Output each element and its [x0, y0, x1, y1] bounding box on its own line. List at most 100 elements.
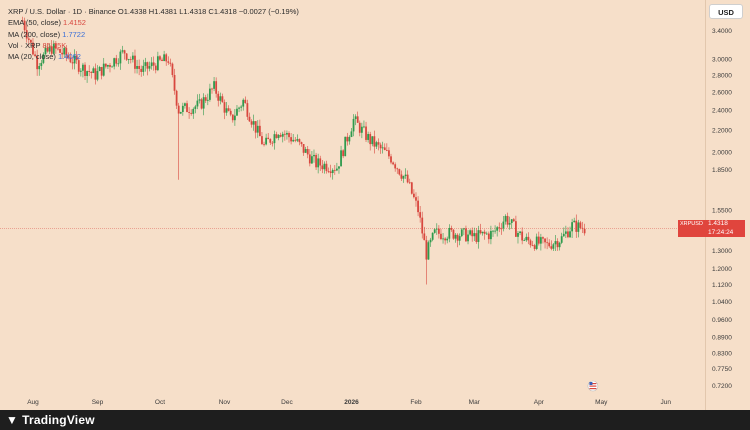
candle	[136, 59, 138, 74]
candle	[437, 225, 440, 239]
candle-body	[458, 236, 461, 241]
candle	[25, 24, 28, 43]
candle	[54, 40, 57, 54]
candle	[286, 130, 288, 140]
candle-body	[32, 42, 34, 55]
candle-body	[562, 233, 565, 237]
price-tick-label: 0.7750	[712, 366, 732, 373]
candle-body	[23, 20, 26, 31]
brand-name: TradingView	[22, 413, 95, 427]
candle-body	[261, 136, 263, 145]
candle	[494, 225, 496, 234]
legend-ema50-row[interactable]: EMA (50, close) 1.4152	[8, 17, 299, 28]
time-tick-label: Feb	[410, 399, 422, 406]
candle-body	[134, 55, 136, 69]
candle-body	[167, 61, 170, 63]
candle	[417, 196, 419, 217]
candle	[548, 239, 551, 248]
price-axis[interactable]: 3.4000 3.0000 2.8000 2.6000 2.4000 2.2000 2.00…	[705, 0, 750, 410]
currency-button[interactable]: USD	[709, 4, 743, 19]
price-tick-label: 3.0000	[712, 57, 732, 64]
candle-body	[571, 222, 574, 232]
candle-body	[173, 74, 176, 91]
candle-body	[506, 215, 509, 225]
candle	[65, 45, 68, 62]
candle-body	[107, 65, 109, 67]
candle-body	[140, 68, 143, 72]
candle	[225, 102, 228, 116]
candle-body	[369, 134, 372, 145]
candle-body	[523, 240, 526, 242]
price-tick-label: 0.7200	[712, 383, 732, 390]
candle-body	[283, 133, 286, 135]
price-tick-label: 2.6000	[712, 89, 732, 96]
candle-body	[367, 134, 370, 140]
candle	[52, 40, 55, 56]
candle-body	[527, 236, 530, 241]
candle-body	[111, 66, 113, 68]
legend-symbol-row[interactable]: XRP / U.S. Dollar · 1D · Binance O1.4338…	[8, 6, 299, 17]
candle	[173, 68, 176, 95]
time-tick-label: Apr	[534, 399, 545, 406]
candle	[554, 234, 557, 252]
candle	[515, 215, 517, 238]
candle	[458, 233, 461, 246]
candle	[142, 59, 145, 76]
candle	[263, 141, 265, 147]
candle-body	[117, 63, 120, 65]
candle-body	[77, 60, 80, 72]
candle	[279, 132, 282, 138]
candle	[308, 149, 311, 167]
candle-body	[184, 103, 186, 106]
candle-body	[558, 242, 561, 248]
candle	[194, 104, 197, 114]
chart-area[interactable]: Aug Sep Oct Nov Dec 2026 Feb Mar Apr May Jun XRP /…	[0, 0, 705, 410]
legend-ma200-row[interactable]: MA (200, close) 1.7722	[8, 29, 299, 40]
candle-body	[123, 50, 126, 54]
candle-body	[433, 229, 436, 233]
candle-body	[365, 126, 367, 140]
candle	[375, 140, 378, 149]
legend-vol-row[interactable]: Vol · XRP 85.75K	[8, 40, 299, 51]
candle-body	[221, 96, 224, 103]
price-tick-label: 2.8000	[712, 72, 732, 79]
candle-body	[304, 149, 307, 153]
candle-body	[102, 63, 105, 76]
candle	[431, 232, 434, 242]
candle	[152, 56, 155, 71]
candle-body	[398, 169, 401, 175]
candle-body	[340, 150, 342, 167]
candle-body	[194, 106, 197, 109]
candle-body	[136, 65, 138, 69]
candle	[50, 40, 53, 56]
candle	[34, 51, 36, 58]
candle-body	[413, 193, 415, 198]
candlestick-chart[interactable]: Aug Sep Oct Nov Dec 2026 Feb Mar Apr May Jun	[0, 0, 705, 410]
candle	[365, 121, 367, 142]
candle	[265, 133, 268, 146]
candle	[215, 77, 218, 98]
candle-body	[202, 97, 205, 109]
candle-body	[69, 57, 72, 63]
candle-body	[546, 242, 549, 244]
tradingview-logo[interactable]: ▼ TradingView	[6, 413, 95, 427]
candle-body	[454, 234, 457, 239]
legend-ma20-row[interactable]: MA (20, close) 1.4062	[8, 51, 299, 62]
chart-legend: XRP / U.S. Dollar · 1D · Binance O1.4338…	[8, 6, 299, 62]
candle-body	[206, 99, 209, 101]
price-tick-label: 1.2000	[712, 266, 732, 273]
candle-body	[550, 246, 553, 249]
candle-body	[415, 197, 417, 201]
candle-body	[279, 134, 282, 137]
candle	[473, 227, 476, 242]
candle	[127, 58, 130, 64]
candle	[367, 131, 370, 143]
us-flag-stripe	[589, 383, 597, 385]
candle	[415, 192, 417, 207]
candle-body	[150, 62, 153, 67]
candle	[575, 214, 578, 238]
candle-body	[577, 222, 580, 232]
last-price-tag: 1.4318 17:24:24	[705, 220, 745, 238]
candle	[300, 141, 303, 147]
